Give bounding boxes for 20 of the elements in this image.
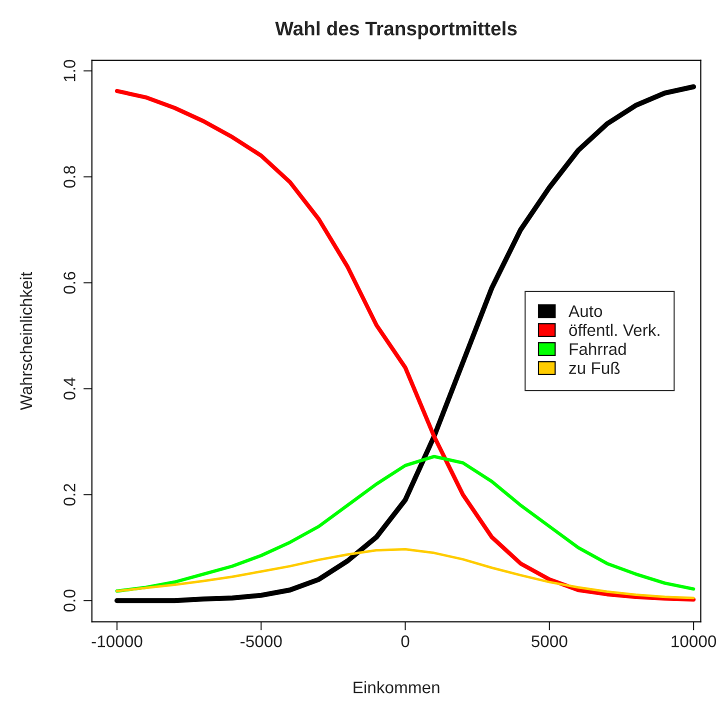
x-tick-label: -10000	[92, 635, 142, 648]
y-tick-label: 1.0	[64, 60, 76, 82]
y-tick-label: 0.8	[64, 166, 76, 188]
x-tick-label: -5000	[240, 635, 282, 648]
legend-label: Fahrrad	[570, 342, 626, 356]
x-tick-label: 10000	[672, 635, 716, 648]
x-axis-title: Einkommen	[354, 681, 440, 694]
y-tick-label: 0.4	[64, 378, 76, 400]
y-tick-label: 0.0	[64, 590, 76, 612]
line-series	[115, 454, 696, 593]
x-tick-label: 0	[401, 635, 410, 648]
y-tick-label: 0.6	[64, 272, 76, 294]
legend-label: Auto	[568, 305, 602, 318]
legend-label: zu Fuß	[569, 362, 620, 374]
chart-title: Wahl des Transportmittels	[275, 21, 517, 40]
legend-label: öffentl. Verk.	[569, 324, 660, 336]
line-series	[116, 548, 695, 600]
y-axis-title: Wahrscheinlichkeit	[20, 272, 32, 410]
x-tick-label: 5000	[532, 635, 568, 648]
y-tick-label: 0.2	[64, 484, 76, 506]
